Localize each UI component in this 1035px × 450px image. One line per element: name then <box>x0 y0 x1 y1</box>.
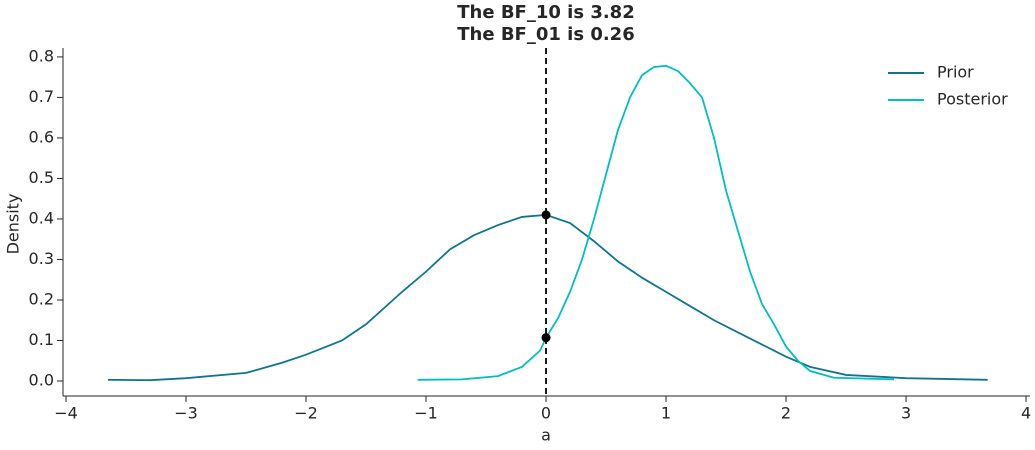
density-line <box>417 64 895 381</box>
y-axis-label: Density <box>4 194 23 255</box>
legend-label: Posterior <box>937 90 1008 109</box>
density-line <box>107 213 988 382</box>
y-tick-label: 0.3 <box>29 249 54 268</box>
y-tick-label: 0.0 <box>29 371 54 390</box>
y-tick-label: 0.4 <box>29 208 54 227</box>
chart-title: The BF_10 is 3.82 <box>457 2 634 23</box>
density-point <box>541 333 551 343</box>
x-tick-label: −1 <box>414 404 438 423</box>
y-tick-label: 0.2 <box>29 289 54 308</box>
x-tick-label: 0 <box>541 404 551 423</box>
legend-label: Prior <box>937 63 974 82</box>
x-tick-label: 1 <box>661 404 671 423</box>
y-tick-label: 0.1 <box>29 330 54 349</box>
x-tick-label: 2 <box>781 404 791 423</box>
chart-title: The BF_01 is 0.26 <box>457 24 634 45</box>
x-tick-label: −4 <box>54 404 78 423</box>
x-axis-label: a <box>541 426 551 445</box>
y-tick-label: 0.5 <box>29 168 54 187</box>
x-tick-label: 3 <box>901 404 911 423</box>
y-tick-label: 0.8 <box>29 46 54 65</box>
x-tick-label: −2 <box>294 404 318 423</box>
x-tick-label: 4 <box>1021 404 1031 423</box>
y-tick-label: 0.7 <box>29 87 54 106</box>
density-point <box>541 210 551 220</box>
x-tick-label: −3 <box>174 404 198 423</box>
y-tick-label: 0.6 <box>29 127 54 146</box>
